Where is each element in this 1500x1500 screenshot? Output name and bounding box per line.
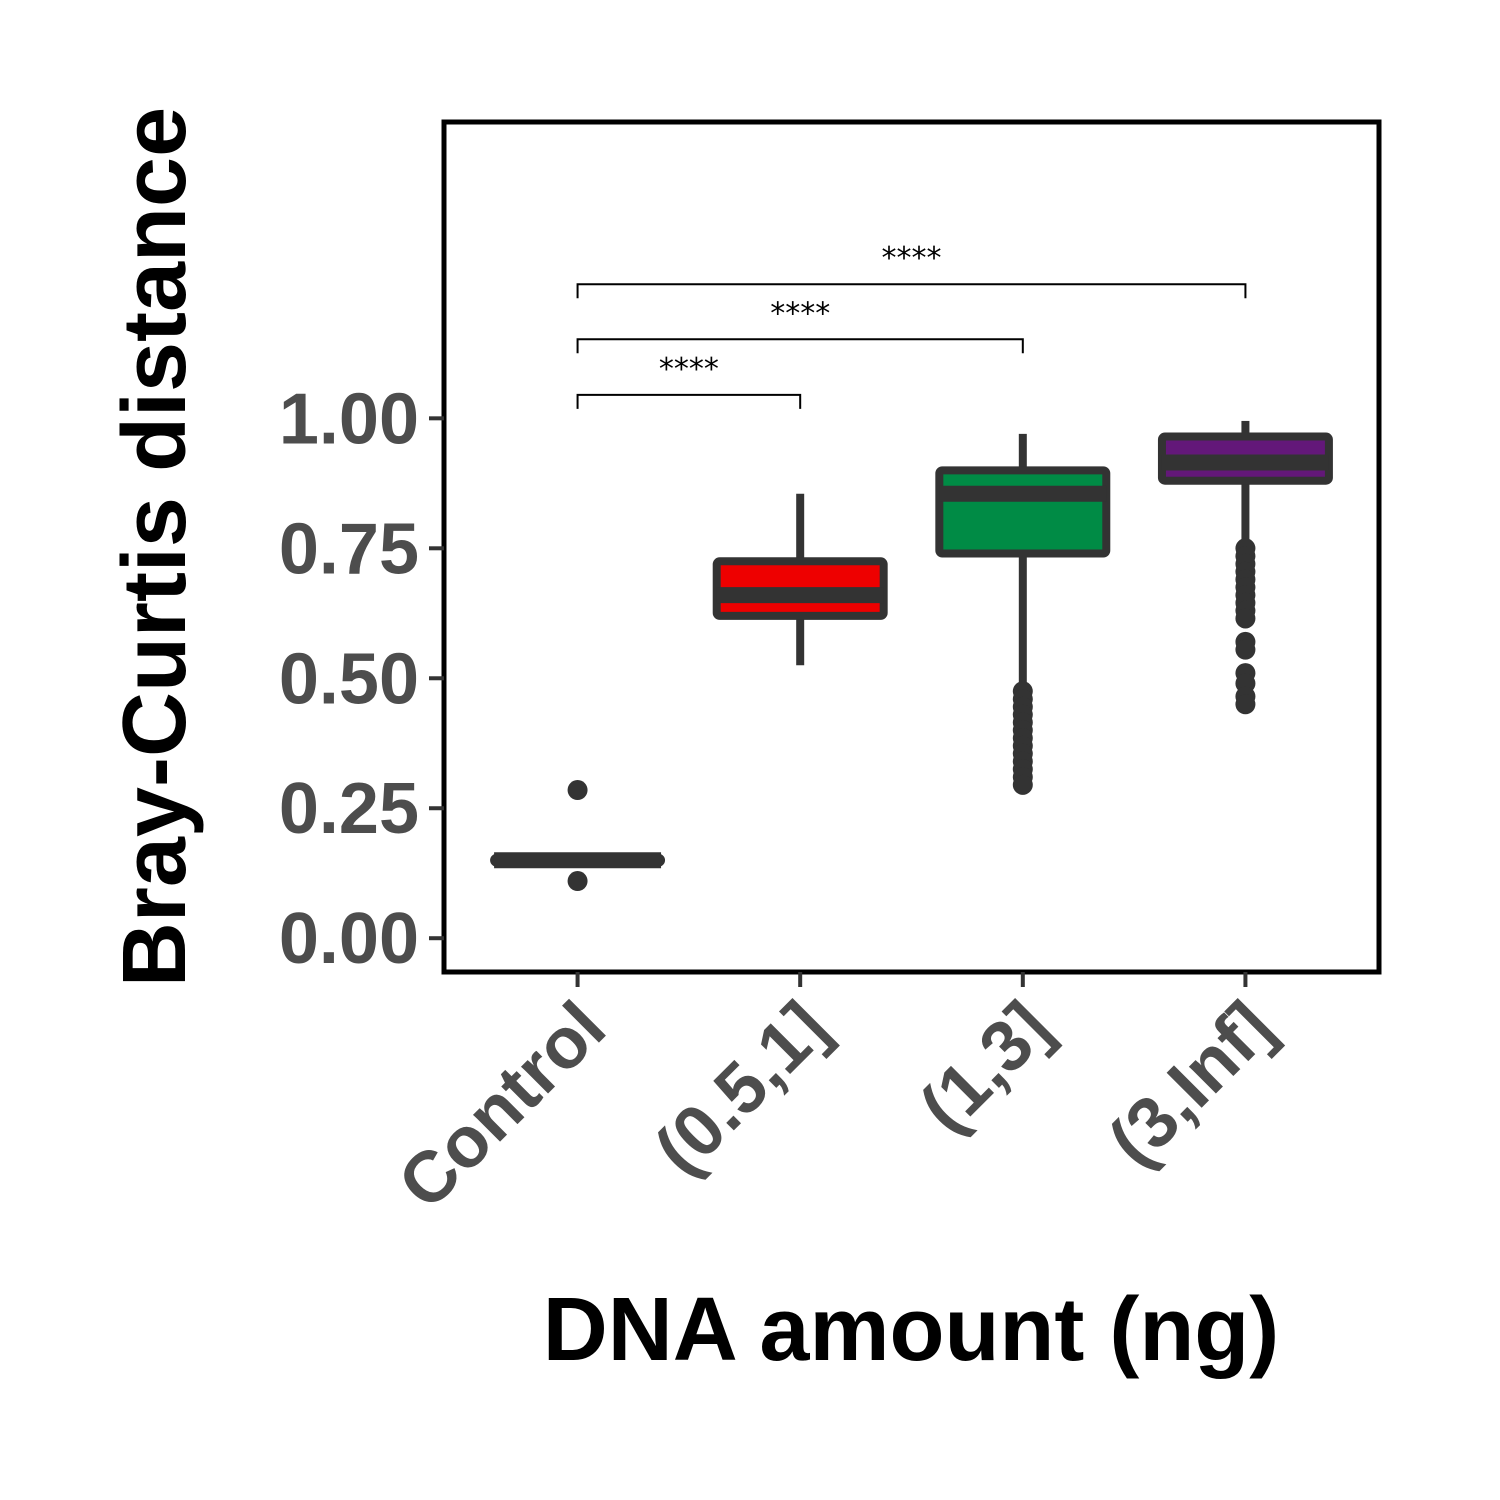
plot-area: **** **** **** <box>490 241 1333 892</box>
bracket-line <box>576 338 1024 354</box>
bracket-line <box>576 393 802 409</box>
x-axis-title: DNA amount (ng) <box>543 1280 1280 1380</box>
outlier-point <box>567 780 588 801</box>
outlier-point <box>1012 774 1033 795</box>
y-tick-label: 0.75 <box>279 509 419 589</box>
y-tick-label: 0.25 <box>279 769 419 849</box>
significance-bracket-0: **** <box>576 352 802 409</box>
box-3 <box>1157 420 1333 715</box>
outlier-point <box>1235 639 1256 660</box>
y-axis-title: Bray-Curtis distance <box>105 107 205 987</box>
box-0 <box>490 780 666 892</box>
significance-bracket-2: **** <box>576 241 1247 299</box>
significance-label: **** <box>770 296 830 331</box>
x-tick-label: (1,3] <box>905 987 1066 1148</box>
box-2 <box>935 433 1111 795</box>
x-tick-label: (3,Inf] <box>1094 987 1289 1182</box>
y-tick-label: 1.00 <box>279 379 419 459</box>
box-iqr <box>935 466 1111 558</box>
x-axis: Control (0.5,1] (1,3] (3,Inf] <box>383 972 1289 1225</box>
bracket-line <box>576 283 1247 299</box>
y-axis: 0.00 0.25 0.50 0.75 1.00 <box>279 379 444 979</box>
x-tick-label: Control <box>383 987 621 1225</box>
x-tick-label: (0.5,1] <box>640 987 844 1191</box>
significance-label: **** <box>659 352 719 387</box>
significance-label: **** <box>882 241 942 276</box>
outlier-point <box>1235 694 1256 715</box>
y-tick-label: 0.50 <box>279 639 419 719</box>
significance-bracket-1: **** <box>576 296 1024 354</box>
outlier-point <box>567 871 588 892</box>
box-1 <box>712 493 888 666</box>
outlier-point <box>1235 608 1256 629</box>
y-tick-label: 0.00 <box>279 899 419 979</box>
